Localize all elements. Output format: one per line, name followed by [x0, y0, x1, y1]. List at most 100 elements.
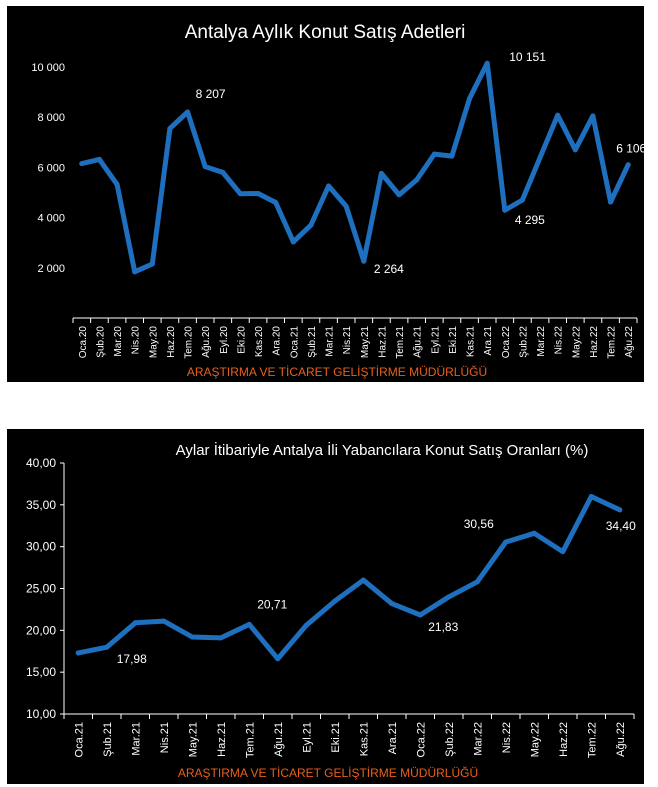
x-tick-label: Tem.21: [244, 722, 256, 758]
data-point: [555, 112, 561, 118]
data-point: [449, 153, 455, 159]
data-point: [361, 258, 367, 264]
x-tick-label: Eki.21: [448, 326, 459, 354]
data-point: [396, 192, 402, 198]
x-tick-label: Oca.21: [73, 722, 85, 757]
data-point: [303, 622, 309, 628]
y-tick-label: 20,00: [26, 623, 56, 637]
x-tick-label: Nis.22: [554, 326, 565, 355]
x-tick-label: Mar.20: [113, 326, 124, 357]
data-point: [149, 261, 155, 267]
data-point: [588, 493, 594, 499]
y-tick-label: 35,00: [26, 498, 56, 512]
data-point: [537, 154, 543, 160]
x-tick-label: Nis.20: [131, 326, 142, 355]
y-tick-label: 10,00: [26, 707, 56, 721]
x-tick-label: Mar.21: [130, 722, 142, 756]
data-label: 30,56: [464, 517, 494, 531]
data-point: [502, 207, 508, 213]
x-tick-label: Tem.20: [184, 326, 195, 359]
x-tick-label: Kas.20: [254, 326, 265, 358]
data-point: [290, 239, 296, 245]
y-tick-label: 30,00: [26, 540, 56, 554]
data-label: 17,98: [117, 652, 147, 666]
x-tick-label: May.22: [529, 722, 541, 757]
data-label: 20,71: [257, 597, 287, 611]
data-label: 21,83: [428, 620, 458, 634]
y-tick-label: 2 000: [37, 263, 65, 275]
data-point: [79, 161, 85, 167]
data-point: [255, 191, 261, 197]
x-tick-label: Eki.20: [236, 326, 247, 354]
x-tick-label: May.20: [148, 326, 159, 358]
x-tick-label: Oca.22: [415, 722, 427, 757]
x-tick-label: Ağu.21: [413, 326, 424, 358]
x-tick-label: Eyl.20: [219, 326, 230, 354]
y-tick-label: 6 000: [37, 162, 65, 174]
x-tick-label: May.21: [360, 326, 371, 358]
x-tick-label: Şub.20: [95, 326, 106, 358]
data-label: 2 264: [374, 262, 404, 276]
x-tick-label: Ağu.22: [615, 722, 627, 757]
x-tick-label: Şub.21: [102, 722, 114, 757]
x-tick-label: Ağu.22: [624, 326, 635, 358]
x-tick-label: Ara.20: [272, 326, 283, 356]
data-label: 10 151: [509, 50, 546, 64]
chart-title: Aylar İtibariyle Antalya İli Yabancılara…: [176, 441, 589, 459]
x-tick-label: Mar.21: [325, 326, 336, 357]
data-label: 6 106: [616, 142, 644, 156]
x-tick-label: Eyl.21: [301, 722, 313, 753]
y-tick-label: 25,00: [26, 582, 56, 596]
data-point: [218, 635, 224, 641]
data-point: [414, 177, 420, 183]
y-tick-label: 4 000: [37, 213, 65, 225]
data-point: [519, 197, 525, 203]
data-point: [75, 650, 81, 656]
data-point: [360, 577, 366, 583]
data-point: [617, 507, 623, 513]
data-point: [132, 269, 138, 275]
x-tick-label: Tem.22: [586, 722, 598, 758]
x-tick-label: Şub.21: [307, 326, 318, 358]
data-point: [608, 199, 614, 205]
data-label: 8 207: [196, 87, 226, 101]
data-point: [572, 147, 578, 153]
data-point: [467, 95, 473, 101]
data-point: [114, 181, 120, 187]
chart-footer: ARAŞTIRMA VE TİCARET GELİŞTİRME MÜDÜRLÜĞ…: [187, 364, 487, 379]
data-point: [132, 620, 138, 626]
data-point: [246, 621, 252, 627]
x-tick-label: Kas.21: [358, 722, 370, 756]
x-tick-label: Eyl.21: [430, 326, 441, 354]
y-tick-label: 10 000: [31, 62, 65, 74]
data-label: 34,40: [606, 519, 636, 533]
x-tick-label: Nis.21: [159, 722, 171, 753]
x-tick-label: Ağu.20: [201, 326, 212, 358]
data-point: [96, 156, 102, 162]
x-tick-label: Ara.21: [483, 326, 494, 356]
data-point: [220, 169, 226, 175]
y-tick-label: 15,00: [26, 665, 56, 679]
x-tick-label: Oca.20: [78, 326, 89, 359]
data-point: [590, 113, 596, 119]
x-tick-label: Haz.22: [558, 722, 570, 757]
data-point: [417, 612, 423, 618]
data-point: [104, 644, 110, 650]
data-point: [237, 191, 243, 197]
data-point: [161, 618, 167, 624]
data-point: [446, 594, 452, 600]
x-tick-label: Haz.21: [377, 326, 388, 358]
data-point: [167, 125, 173, 131]
data-point: [484, 60, 490, 66]
data-point: [189, 634, 195, 640]
foreign-sales-ratio-chart: Aylar İtibariyle Antalya İli Yabancılara…: [26, 441, 636, 780]
x-tick-label: Nis.21: [342, 326, 353, 355]
series-line: [79, 60, 631, 275]
data-point: [560, 549, 566, 555]
data-label: 4 295: [515, 213, 545, 227]
x-tick-label: Haz.21: [216, 722, 228, 757]
x-tick-label: May.21: [187, 722, 199, 757]
data-point: [503, 539, 509, 545]
series-line: [75, 494, 623, 662]
data-point: [389, 601, 395, 607]
